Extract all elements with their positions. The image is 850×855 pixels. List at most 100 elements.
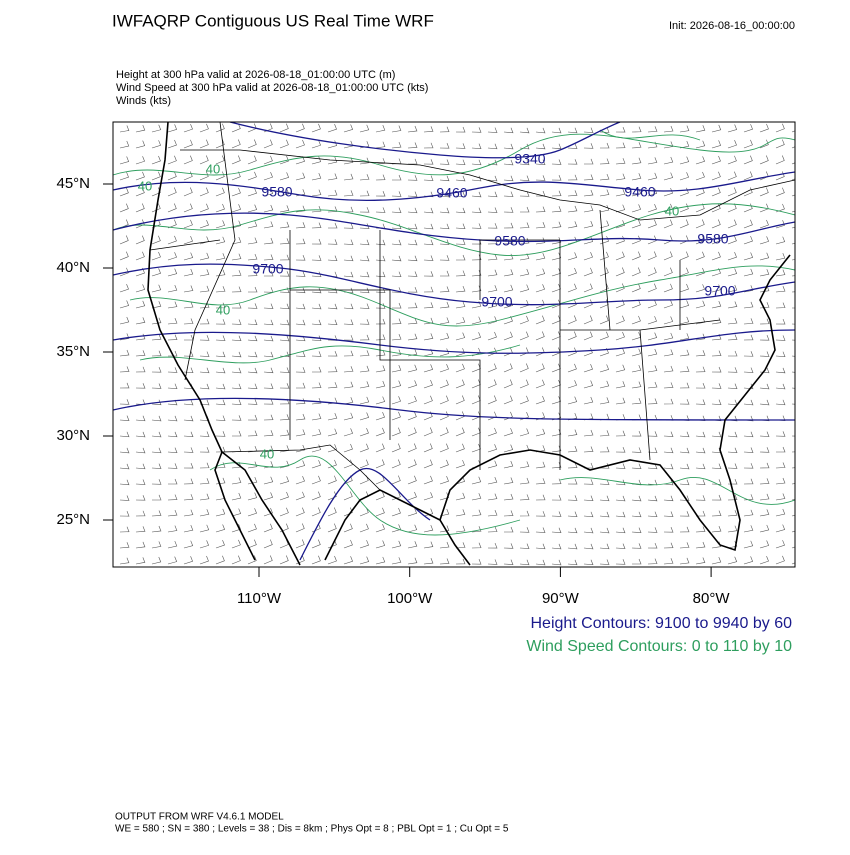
wind-barb [375,141,386,149]
wind-barb [183,236,193,245]
wind-barb [247,155,257,165]
wind-barb [311,460,321,469]
wind-barb [247,539,257,549]
wind-barb [167,268,178,277]
wind-barb [391,524,402,533]
wind-barb [199,171,209,181]
wind-barb [391,540,402,549]
wind-barb [583,479,594,485]
wind-barb [743,351,754,357]
wind-barb [455,332,466,341]
wind-barb [375,459,385,469]
wind-barb [599,527,610,534]
wind-barb [503,300,514,309]
wind-barb [535,478,546,485]
wind-barb [615,430,626,437]
wind-barb [199,252,210,261]
wind-barb [311,351,322,357]
wind-barb [327,255,338,261]
wind-barb [231,237,242,245]
wind-barb [503,526,514,533]
wind-barb [327,428,338,437]
wind-barb [759,447,770,453]
wind-barb [487,127,498,133]
wind-barb [663,365,674,373]
wind-barb [311,475,321,485]
wind-barb [615,173,626,181]
wind-barb [199,399,210,406]
wind-barb [279,172,290,181]
wind-barb [439,159,450,165]
wind-barb [759,269,770,277]
wind-barb [471,207,482,214]
wind-barb [711,463,722,470]
wind-barb [631,235,641,245]
wind-barb [167,463,178,469]
footer: WE = 580 ; SN = 380 ; Levels = 38 ; Dis … [115,824,509,835]
wind-barb [663,431,674,437]
wind-barb [407,175,418,181]
wind-barb [647,203,657,213]
wind-barb [567,347,577,357]
wind-barb [695,219,705,229]
wind-barb [359,334,370,341]
wind-barb [407,191,418,197]
wind-barb [439,286,450,293]
wind-contour-label: 40 [665,203,679,218]
wind-barb [567,543,578,550]
wind-barb [727,155,737,165]
wind-contour-label: 40 [260,446,274,461]
wind-barb [279,205,290,213]
wind-barb [487,444,497,453]
wind-barb [663,447,674,454]
wind-barb [375,523,385,533]
wind-barb [183,556,193,565]
x-tick-label: 90°W [542,590,580,607]
wind-barb [583,429,594,437]
wind-barb [615,251,625,261]
wind-barb [455,223,466,229]
wind-barb [439,364,449,373]
wind-barb [135,156,145,165]
wind-barb [151,268,161,277]
wind-barb [567,478,578,485]
wind-barb [215,171,225,181]
wind-barb [423,317,434,325]
wind-barb [343,428,354,437]
map-area: 9340 9580 9460 9460 9580 9580 9700 9700 9700 40 40… [113,122,795,566]
wind-barb [647,332,658,341]
wind-barb [375,380,386,389]
wind-barb [119,284,129,293]
wind-barb [503,222,514,229]
wind-barb [231,253,242,261]
wind-barb [727,187,737,197]
wind-barb [247,220,258,229]
wind-barb [167,155,177,165]
wind-barb [231,302,242,309]
wind-barb [119,235,129,245]
wind-barb [455,126,466,133]
wind-barb [295,319,306,326]
wind-barb [407,557,418,565]
wind-barb [711,171,721,181]
wind-barb [183,509,194,517]
wind-barb [455,395,465,405]
wind-barb [215,335,226,341]
wind-barb [423,255,434,261]
wind-barb [391,349,402,357]
wind-barb [759,123,769,133]
wind-barb [343,319,354,325]
wind-barb [231,187,241,197]
wind-barb [551,379,561,389]
wind-barb [599,380,610,389]
wind-barb [407,207,418,214]
wind-barb [359,207,370,213]
wind-barb [167,334,178,341]
wind-barb [151,140,161,149]
wind-barb [327,222,338,229]
wind-barb [215,383,226,390]
wind-barb [695,383,706,389]
wind-barb [631,430,642,437]
wind-barb [423,223,434,230]
height-contour-label: 9580 [494,233,525,249]
